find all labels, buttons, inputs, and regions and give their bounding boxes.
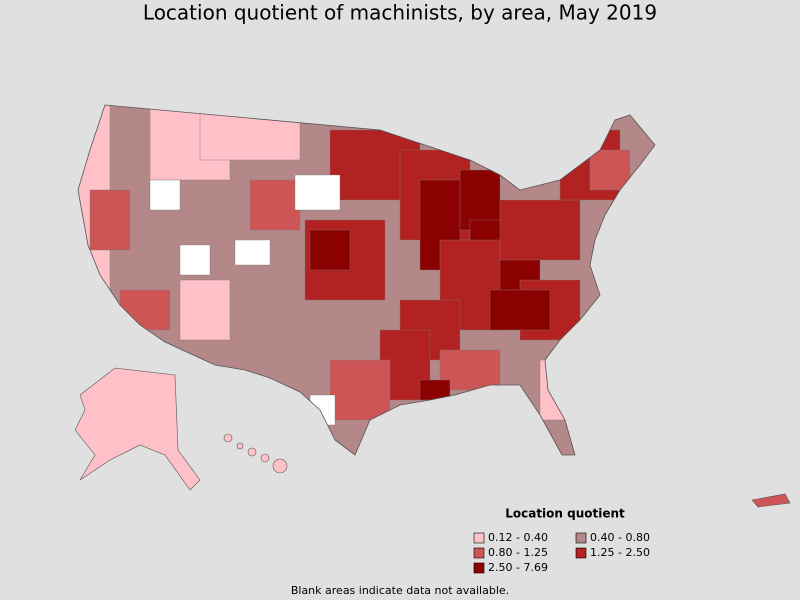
- legend: 0.12 - 0.40 0.40 - 0.80 0.80 - 1.25 1.25 - …: [473, 531, 650, 574]
- map-region: [589, 149, 631, 191]
- legend-label: 2.50 - 7.69: [488, 561, 548, 574]
- map-region: [499, 199, 581, 261]
- legend-swatch: [575, 547, 587, 559]
- legend-title: Location quotient: [505, 507, 625, 521]
- hawaii-island: [247, 447, 257, 457]
- legend-swatch: [473, 562, 485, 574]
- map-region: [489, 289, 551, 331]
- alaska: [74, 367, 201, 491]
- map-region: [179, 279, 231, 341]
- puerto-rico: [751, 493, 791, 508]
- non-contiguous-areas: [74, 367, 791, 508]
- map-region: [249, 179, 301, 231]
- legend-label: 0.40 - 0.80: [590, 531, 650, 544]
- legend-swatch: [473, 547, 485, 559]
- map-region: [309, 229, 351, 271]
- map-region: [89, 189, 131, 251]
- map-region-no-data: [179, 244, 211, 276]
- map-title: Location quotient of machinists, by area…: [143, 1, 657, 25]
- legend-label: 0.80 - 1.25: [488, 546, 548, 559]
- us-border: [77, 104, 656, 456]
- hawaii-island: [223, 433, 233, 443]
- legend-label: 1.25 - 2.50: [590, 546, 650, 559]
- hawaii-island: [260, 453, 270, 463]
- map-region-no-data: [234, 239, 271, 266]
- legend-swatch: [473, 532, 485, 544]
- legend-label: 0.12 - 0.40: [488, 531, 548, 544]
- footnote: Blank areas indicate data not available.: [291, 584, 509, 597]
- hawaii-island: [272, 458, 288, 474]
- map-region-no-data: [294, 174, 341, 211]
- map-region: [329, 359, 391, 421]
- legend-swatch: [575, 532, 587, 544]
- hawaii-island: [236, 442, 244, 450]
- map-region-no-data: [149, 179, 181, 211]
